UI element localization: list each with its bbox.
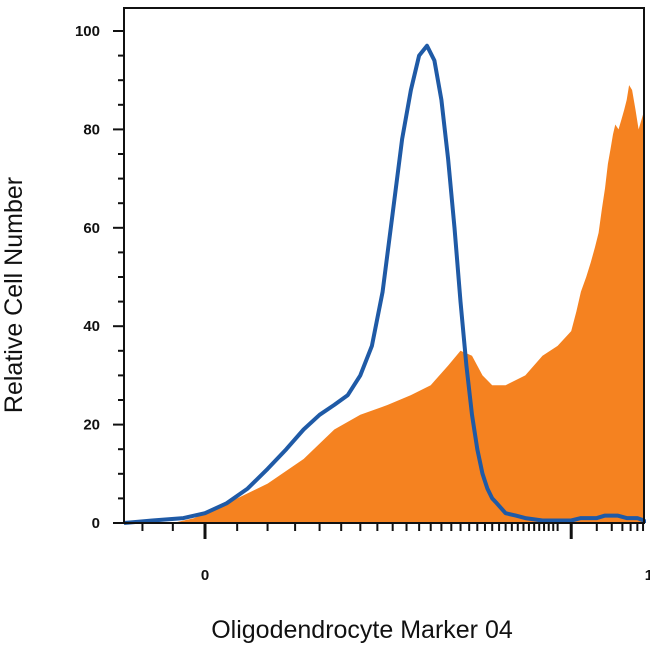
- x-tick-base: 10: [645, 567, 650, 584]
- x-tick-label: 0: [201, 567, 209, 584]
- x-tick-label: 104: [645, 563, 650, 584]
- x-tick-base: 0: [201, 567, 209, 584]
- y-tick-label: 20: [83, 417, 100, 434]
- plot-area: [123, 43, 646, 525]
- y-tick-label: 80: [83, 121, 100, 138]
- axes: [123, 7, 645, 524]
- y-tick-label: 0: [92, 515, 100, 532]
- y-tick-label: 40: [83, 318, 100, 335]
- y-axis-title: Relative Cell Number: [0, 177, 28, 413]
- tick-marks: [113, 30, 645, 539]
- y-tick-label: 60: [83, 220, 100, 237]
- plot-frame: [123, 7, 645, 524]
- filled-histogram: [172, 85, 645, 523]
- y-tick-label: 100: [75, 23, 100, 40]
- x-axis-title: Oligodendrocyte Marker 04: [211, 616, 513, 644]
- control-histogram-line: [123, 43, 646, 525]
- tick-labels: 0204060801000104105106107: [75, 23, 650, 584]
